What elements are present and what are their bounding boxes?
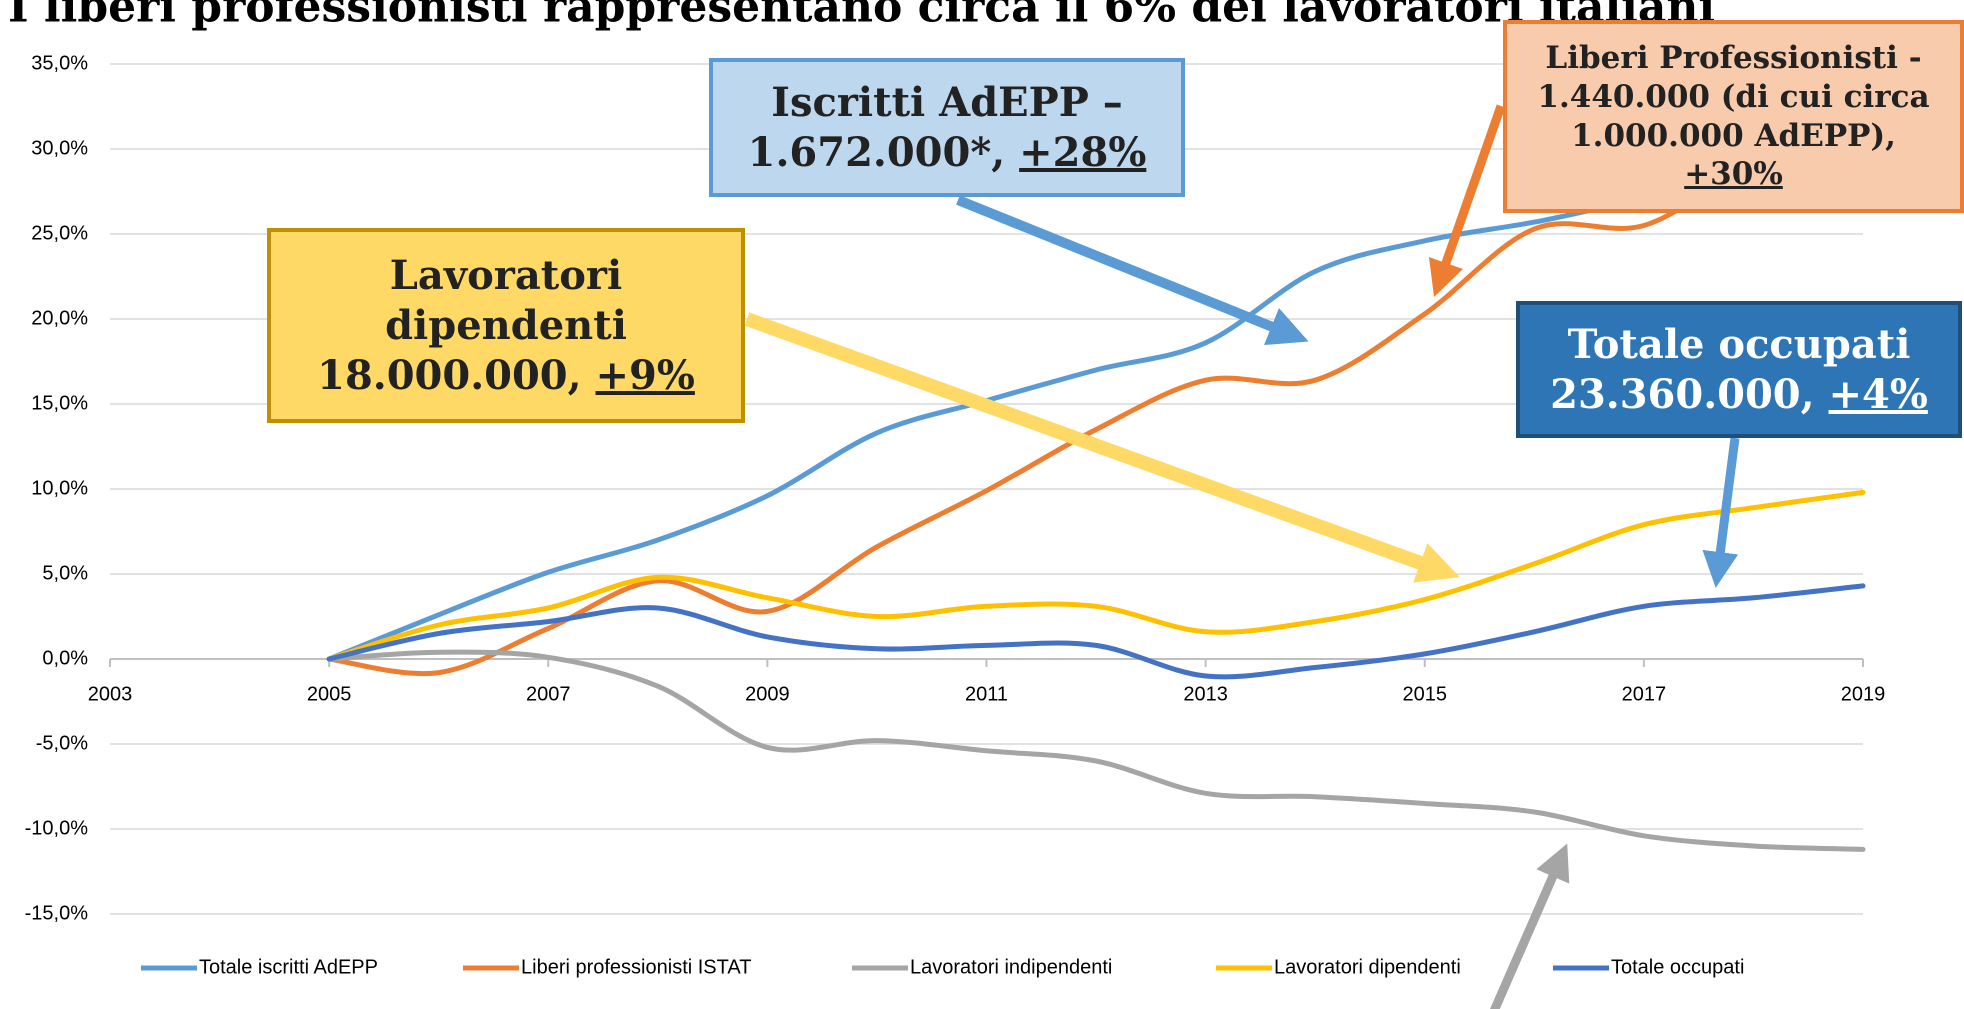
arrows [744,104,1740,1009]
y-tick-label: -15,0% [25,902,89,924]
annotation-text: 1.672.000*, [747,128,1006,176]
x-tick-label: 2005 [307,683,352,705]
y-tick-label: 35,0% [31,52,88,74]
y-tick-label: 30,0% [31,137,88,159]
annotation-emphasis: +4% [1828,370,1928,418]
arrow [744,312,1460,583]
arrow [1489,843,1570,1009]
legend-label: Lavoratori dipendenti [1274,956,1461,978]
arrow [1428,104,1506,297]
annotation-line: Liberi Professionisti - [1545,40,1922,76]
y-tick-label: 25,0% [31,222,88,244]
x-tick-label: 2013 [1183,683,1228,705]
y-tick-label: 20,0% [31,307,88,329]
annotation-line: 1.440.000 (di cui circa [1537,78,1930,115]
annotation-line: dipendenti [385,301,627,349]
series-line [326,649,1866,852]
y-tick-label: 15,0% [31,392,88,414]
annotation-line: Totale occupati [1567,320,1911,368]
x-tick-label: 2015 [1403,683,1448,705]
annotation-line: 1.672.000*, +28% [748,128,1147,178]
annotation-line: Iscritti AdEPP – [771,78,1123,126]
legend-label: Totale iscritti AdEPP [199,956,378,978]
annotation-line: Lavoratori [389,251,623,299]
y-tick-label: 5,0% [42,562,88,584]
annotation-line: +30% [1684,155,1783,194]
annotation: Lavoratori dipendenti 18.000.000, +9% [267,228,745,423]
y-tick-label: -5,0% [36,732,88,754]
annotation-emphasis: +28% [1019,128,1147,176]
annotation-text: 23.360.000, [1550,370,1815,418]
legend-label: Totale occupati [1611,956,1744,978]
x-tick-label: 2017 [1622,683,1667,705]
annotation-line: 23.360.000, +4% [1550,370,1928,420]
annotation: Iscritti AdEPP – 1.672.000*, +28% [709,58,1185,197]
annotation-line: 1.000.000 AdEPP), [1571,117,1896,154]
x-tick-label: 2011 [965,683,1008,705]
chart-title: I liberi professionisti rappresentano ci… [8,0,1715,33]
annotation-emphasis: +9% [595,351,695,399]
annotation: Liberi Professionisti - 1.440.000 (di cu… [1503,20,1964,213]
legend-label: Liberi professionisti ISTAT [521,956,751,978]
x-tick-label: 2007 [526,683,571,705]
x-tick-label: 2003 [88,683,133,705]
arrow [956,195,1309,346]
arrow [1702,437,1740,588]
x-tick-label: 2019 [1841,683,1886,705]
annotation: Totale occupati 23.360.000, +4% [1516,301,1962,438]
annotation-emphasis: +30% [1684,156,1783,193]
annotation-line: 18.000.000, +9% [317,351,695,401]
y-tick-label: 10,0% [31,477,88,499]
series-line [326,583,1866,680]
y-tick-label: 0,0% [42,647,88,669]
legend-label: Lavoratori indipendenti [910,956,1112,978]
legend: Totale iscritti AdEPP Liberi professionis… [141,956,1744,978]
y-tick-label: -10,0% [25,817,89,839]
annotation-text: 18.000.000, [317,351,582,399]
series-line [326,146,1866,676]
series-line [326,489,1866,662]
x-tick-label: 2009 [745,683,790,705]
